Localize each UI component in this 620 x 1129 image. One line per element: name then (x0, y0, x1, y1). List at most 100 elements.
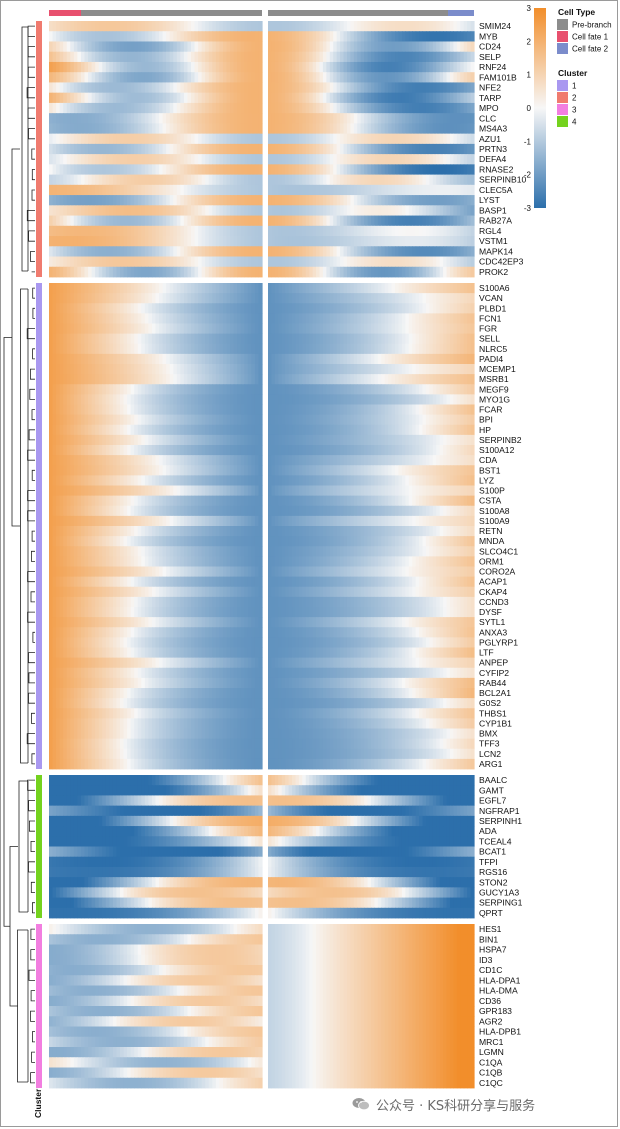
heat-cell (381, 195, 386, 206)
heat-cell (166, 246, 171, 257)
heat-cell (463, 353, 468, 365)
heat-cell (226, 364, 231, 375)
heat-cell (456, 215, 461, 227)
heat-cell (357, 31, 362, 42)
heat-cell (408, 313, 413, 324)
heat-cell (134, 143, 139, 155)
heat-cell (127, 364, 132, 375)
heat-cell (56, 72, 61, 83)
heat-cell (412, 31, 417, 42)
heat-cell (194, 303, 199, 314)
heat-cell (144, 434, 149, 446)
heat-cell (333, 164, 338, 175)
heat-cell (364, 374, 369, 385)
heat-cell (467, 143, 472, 155)
heat-cell (176, 123, 181, 135)
heat-cell (460, 313, 465, 324)
heat-cell (130, 364, 135, 375)
heat-cell (312, 41, 317, 53)
heat-cell (169, 195, 174, 206)
heat-cell (222, 123, 228, 135)
heat-cell (180, 266, 185, 278)
heat-cell (432, 154, 437, 165)
heat-cell (176, 256, 181, 268)
heat-cell (367, 225, 372, 237)
heat-cell (151, 82, 157, 94)
heat-cell (98, 313, 103, 324)
heat-cell (70, 133, 75, 145)
heat-cell (329, 41, 334, 53)
heat-cell (384, 333, 389, 345)
heat-cell (52, 72, 57, 83)
heat-cell (281, 31, 286, 42)
heat-cell (173, 123, 178, 135)
heat-cell (166, 102, 171, 114)
heat-cell (240, 215, 245, 227)
heat-cell (162, 123, 167, 135)
heat-cell (116, 184, 121, 196)
heat-cell (298, 313, 303, 324)
heat-cell (312, 434, 317, 446)
heat-cell (425, 184, 430, 196)
heat-cell (377, 394, 382, 405)
heat-cell (198, 424, 203, 436)
heat-cell (151, 195, 157, 206)
heat-cell (134, 123, 139, 135)
heat-cell (340, 41, 345, 53)
heat-cell (415, 374, 420, 385)
heat-cell (326, 323, 331, 335)
heat-cell (374, 404, 379, 416)
heat-cell (208, 364, 213, 375)
heat-cell (88, 82, 93, 94)
heat-cell (240, 123, 245, 135)
heat-cell (281, 256, 286, 268)
heat-cell (278, 164, 283, 175)
heat-cell (364, 256, 369, 268)
heat-cell (254, 374, 260, 385)
heat-cell (219, 61, 224, 73)
heat-cell (219, 174, 224, 186)
heat-cell (436, 303, 441, 314)
heat-cell (212, 21, 217, 32)
heat-cell (456, 113, 461, 124)
heat-cell (173, 246, 178, 257)
gene-label: RAB27A (479, 216, 512, 226)
heat-cell (285, 404, 290, 416)
heat-cell (312, 82, 317, 94)
heat-cell (271, 266, 276, 278)
heat-cell (412, 92, 417, 104)
heat-cell (391, 434, 396, 446)
heat-cell (446, 283, 451, 294)
heat-cell (340, 82, 345, 94)
heat-cell (112, 404, 118, 416)
heat-cell (305, 92, 310, 104)
heat-cell (357, 434, 362, 446)
heat-cell (134, 205, 139, 216)
heat-cell (226, 236, 231, 247)
heat-cell (463, 343, 468, 355)
heat-cell (198, 92, 203, 104)
heat-cell (191, 102, 196, 114)
heat-cell (312, 225, 317, 237)
heat-cell (467, 154, 472, 165)
heat-cell (102, 394, 107, 405)
heat-cell (240, 343, 245, 355)
heat-cell (401, 123, 406, 135)
heat-cell (281, 313, 286, 324)
heat-cell (144, 333, 149, 345)
heat-cell (187, 21, 192, 32)
heat-cell (130, 414, 135, 426)
heat-cell (162, 353, 167, 365)
heat-cell (281, 353, 286, 365)
heat-cell (194, 384, 199, 395)
heat-cell (194, 236, 199, 247)
heat-cell (244, 424, 249, 436)
heat-cell (388, 353, 393, 365)
heat-cell (120, 41, 125, 53)
heat-cell (329, 184, 334, 196)
heat-cell (212, 303, 217, 314)
heat-cell (84, 283, 89, 294)
heat-cell (148, 225, 153, 237)
heat-cell (91, 184, 96, 196)
heat-cell (443, 205, 448, 216)
